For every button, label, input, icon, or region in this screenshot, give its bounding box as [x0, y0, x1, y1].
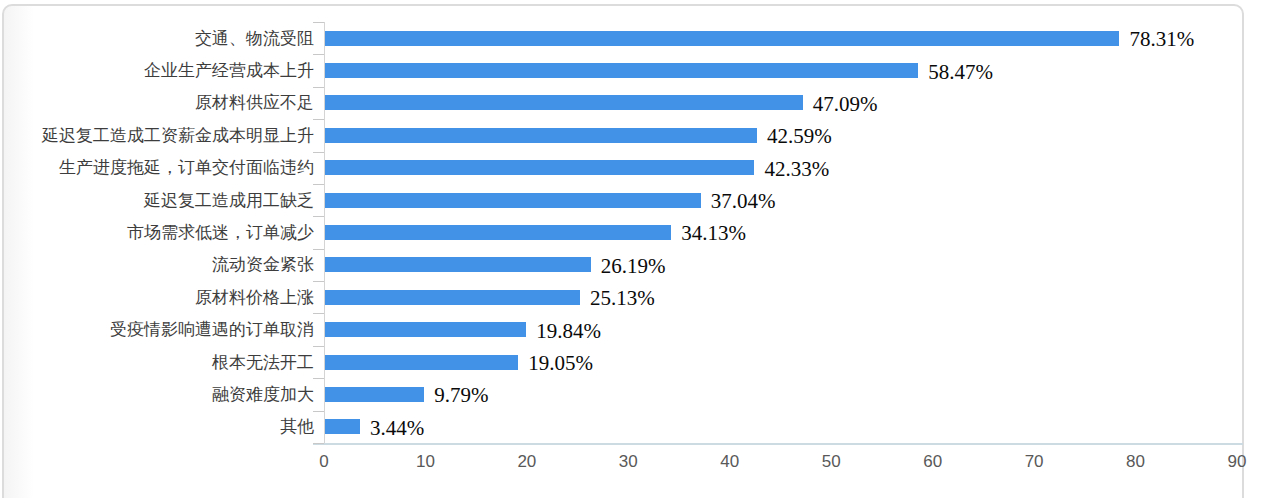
- y-axis-tick: [313, 443, 324, 444]
- chart-row: 市场需求低迷，订单减少 34.13%: [0, 216, 1269, 248]
- y-axis-tick: [313, 119, 324, 120]
- category-label: 融资难度加大: [212, 386, 314, 403]
- x-axis-tick-label: 60: [923, 453, 942, 470]
- category-label: 流动资金紧张: [212, 256, 314, 273]
- category-label: 根本无法开工: [212, 354, 314, 371]
- category-label: 延迟复工造成用工缺乏: [144, 192, 314, 209]
- category-label: 延迟复工造成工资薪金成本明显上升: [42, 127, 314, 144]
- bar: [325, 225, 671, 240]
- y-axis-tick: [313, 346, 324, 347]
- x-axis-tick-label: 50: [822, 453, 841, 470]
- chart-row: 其他 3.44%: [0, 411, 1269, 443]
- bar: [325, 322, 526, 337]
- chart-row: 生产进度拖延，订单交付面临违约 42.33%: [0, 152, 1269, 184]
- chart-row: 受疫情影响遭遇的订单取消 19.84%: [0, 313, 1269, 345]
- y-axis-tick: [313, 281, 324, 282]
- bar: [325, 95, 803, 110]
- bar: [325, 31, 1119, 46]
- value-label: 34.13%: [681, 223, 746, 244]
- value-label: 47.09%: [813, 94, 878, 115]
- chart-row: 根本无法开工 19.05%: [0, 346, 1269, 378]
- chart-row: 延迟复工造成用工缺乏 37.04%: [0, 184, 1269, 216]
- x-axis-tick-label: 20: [517, 453, 536, 470]
- y-axis-tick: [313, 184, 324, 185]
- y-axis-tick: [313, 22, 324, 23]
- y-axis-tick: [313, 313, 324, 314]
- value-label: 19.05%: [528, 353, 593, 374]
- chart-row: 交通、物流受阻 78.31%: [0, 22, 1269, 54]
- y-axis-tick: [313, 152, 324, 153]
- value-label: 58.47%: [928, 62, 993, 83]
- x-axis-line: [313, 443, 1243, 445]
- value-label: 42.33%: [764, 159, 829, 180]
- bar: [325, 128, 757, 143]
- x-axis-tick-label: 0: [319, 453, 328, 470]
- bar: [325, 290, 580, 305]
- category-label: 企业生产经营成本上升: [144, 62, 314, 79]
- bar: [325, 63, 918, 78]
- category-label: 交通、物流受阻: [195, 30, 314, 47]
- bar: [325, 257, 591, 272]
- chart-row: 原材料供应不足 47.09%: [0, 87, 1269, 119]
- chart-row: 企业生产经营成本上升 58.47%: [0, 54, 1269, 86]
- value-label: 19.84%: [536, 321, 601, 342]
- chart-row: 延迟复工造成工资薪金成本明显上升 42.59%: [0, 119, 1269, 151]
- chart-row: 流动资金紧张 26.19%: [0, 249, 1269, 281]
- value-label: 25.13%: [590, 288, 655, 309]
- bar: [325, 160, 754, 175]
- chart-row: 原材料价格上涨 25.13%: [0, 281, 1269, 313]
- category-label: 其他: [280, 418, 314, 435]
- category-label: 原材料价格上涨: [195, 289, 314, 306]
- category-label: 原材料供应不足: [195, 94, 314, 111]
- y-axis-tick: [313, 54, 324, 55]
- x-axis-tick-label: 10: [416, 453, 435, 470]
- bar: [325, 419, 360, 434]
- x-axis-tick-label: 80: [1126, 453, 1145, 470]
- value-label: 26.19%: [601, 256, 666, 277]
- y-axis-tick: [313, 378, 324, 379]
- x-axis-tick-label: 40: [720, 453, 739, 470]
- x-axis-tick-label: 30: [619, 453, 638, 470]
- y-axis-tick: [313, 411, 324, 412]
- category-label: 受疫情影响遭遇的订单取消: [110, 321, 314, 338]
- x-axis-tick-label: 90: [1228, 453, 1247, 470]
- y-axis-tick: [313, 216, 324, 217]
- bar: [325, 193, 701, 208]
- value-label: 78.31%: [1129, 29, 1194, 50]
- bar: [325, 355, 518, 370]
- bar-chart: 交通、物流受阻 78.31% 企业生产经营成本上升 58.47% 原材料供应不足…: [0, 0, 1269, 498]
- y-axis-tick: [313, 249, 324, 250]
- value-label: 37.04%: [711, 191, 776, 212]
- value-label: 3.44%: [370, 418, 424, 439]
- value-label: 9.79%: [434, 385, 488, 406]
- x-axis-tick-label: 70: [1025, 453, 1044, 470]
- chart-row: 融资难度加大 9.79%: [0, 378, 1269, 410]
- bar: [325, 387, 424, 402]
- category-label: 生产进度拖延，订单交付面临违约: [59, 159, 314, 176]
- value-label: 42.59%: [767, 126, 832, 147]
- y-axis-tick: [313, 87, 324, 88]
- category-label: 市场需求低迷，订单减少: [127, 224, 314, 241]
